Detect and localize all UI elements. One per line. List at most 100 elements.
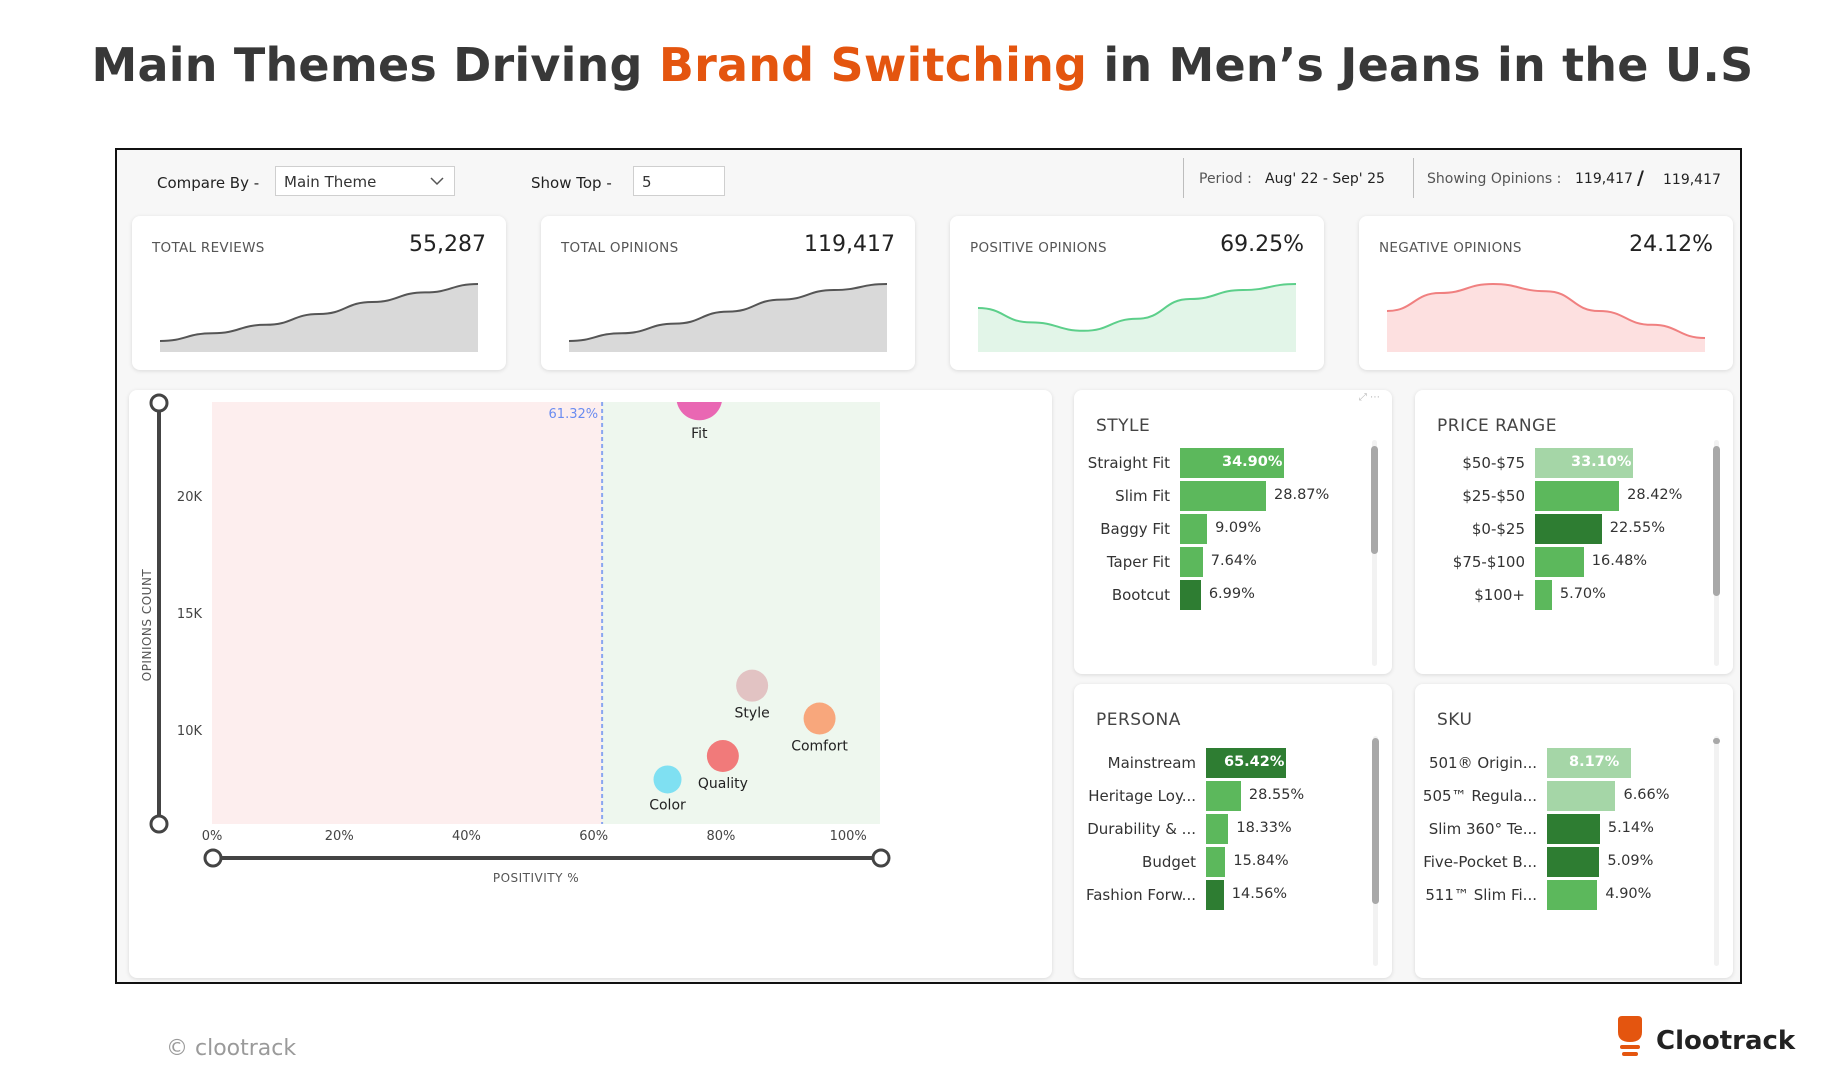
bar-value-label: 15.84% <box>1233 853 1289 869</box>
scrollbar-track[interactable] <box>1714 736 1719 966</box>
y-slider-handle-top[interactable] <box>149 393 169 413</box>
bar-row[interactable]: Fashion Forw... 14.56% <box>1074 880 1374 910</box>
bar[interactable] <box>1535 448 1633 478</box>
lightbulb-icon <box>1618 1016 1642 1056</box>
bar-row[interactable]: 511™ Slim Fi... 4.90% <box>1415 880 1715 910</box>
bubble-style[interactable] <box>736 669 769 702</box>
bar[interactable] <box>1547 748 1631 778</box>
bar[interactable] <box>1535 547 1584 577</box>
sparkline-line <box>568 283 888 342</box>
bar[interactable] <box>1206 880 1224 910</box>
x-slider-handle-right[interactable] <box>871 848 891 868</box>
bar-row[interactable]: Durability & ... 18.33% <box>1074 814 1374 844</box>
scrollbar-thumb[interactable] <box>1371 446 1378 554</box>
kpi-sparkline <box>159 283 479 352</box>
bar-row[interactable]: Slim Fit 28.87% <box>1074 481 1374 511</box>
positive-zone <box>602 402 880 824</box>
negative-zone <box>212 402 603 824</box>
bubble-color[interactable] <box>653 765 682 794</box>
kpi-value: 119,417 <box>804 232 895 257</box>
bar-value-label: 7.64% <box>1210 553 1257 569</box>
bar-category-label: Five-Pocket B... <box>1423 853 1537 871</box>
bar-category-label: Taper Fit <box>1106 553 1170 571</box>
bubble-comfort[interactable] <box>803 702 836 735</box>
bar-row[interactable]: Slim 360° Te... 5.14% <box>1415 814 1715 844</box>
compare-by-dropdown[interactable]: Main Theme <box>275 166 455 196</box>
bubble-label: Color <box>649 797 686 813</box>
y-tick-label: 20K <box>177 490 203 505</box>
y-axis-title: OPINIONS COUNT <box>140 569 154 682</box>
bar-category-label: Slim 360° Te... <box>1428 820 1537 838</box>
bar[interactable] <box>1206 847 1226 877</box>
y-slider-handle-bottom[interactable] <box>149 814 169 834</box>
expand-icon[interactable]: ⤢ ⋯ <box>1358 392 1380 403</box>
bar-value-label: 28.42% <box>1627 487 1683 503</box>
x-slider-handle-left[interactable] <box>203 848 223 868</box>
bar-category-label: 505™ Regula... <box>1422 787 1537 805</box>
bar-row[interactable]: Baggy Fit 9.09% <box>1074 514 1374 544</box>
kpi-value: 55,287 <box>409 232 486 257</box>
bar[interactable] <box>1206 814 1229 844</box>
bar-row[interactable]: Mainstream 65.42% <box>1074 748 1374 778</box>
sparkline-line <box>1386 282 1706 339</box>
bar-row[interactable]: $0-$25 22.55% <box>1415 514 1715 544</box>
bar[interactable] <box>1547 847 1600 877</box>
bar-row[interactable]: 505™ Regula... 6.66% <box>1415 781 1715 811</box>
bar-row[interactable]: Taper Fit 7.64% <box>1074 547 1374 577</box>
bar[interactable] <box>1547 814 1600 844</box>
bar-row[interactable]: $75-$100 16.48% <box>1415 547 1715 577</box>
x-tick-label: 100% <box>830 829 867 844</box>
bar-value-label: 5.09% <box>1607 853 1654 869</box>
title-post: in Men’s Jeans in the U.S <box>1087 38 1754 92</box>
scrollbar-thumb[interactable] <box>1713 446 1720 596</box>
bar[interactable] <box>1547 781 1616 811</box>
bar-row[interactable]: Heritage Loy... 28.55% <box>1074 781 1374 811</box>
kpi-label: NEGATIVE OPINIONS <box>1379 240 1522 256</box>
bar-value-label: 33.10% <box>1571 454 1632 470</box>
divider <box>1183 158 1184 198</box>
bubble-fit[interactable] <box>676 390 722 421</box>
bar[interactable] <box>1180 514 1208 544</box>
bar-category-label: Budget <box>1142 853 1196 871</box>
bar-row[interactable]: Budget 15.84% <box>1074 847 1374 877</box>
sparkline-line <box>159 283 479 342</box>
bar-value-label: 16.48% <box>1591 553 1648 569</box>
bar[interactable] <box>1535 580 1552 610</box>
bar[interactable] <box>1535 481 1620 511</box>
bar-value-label: 28.87% <box>1274 487 1330 503</box>
bar-row[interactable]: Straight Fit 34.90% <box>1074 448 1374 478</box>
bar-row[interactable]: $25-$50 28.42% <box>1415 481 1715 511</box>
show-top-input[interactable]: 5 <box>633 166 725 196</box>
bubble-quality[interactable] <box>706 740 739 773</box>
brand-name: Clootrack <box>1656 1026 1796 1056</box>
bar-row[interactable]: Bootcut 6.99% <box>1074 580 1374 610</box>
bar-category-label: Bootcut <box>1111 586 1170 604</box>
scrollbar-thumb[interactable] <box>1713 738 1720 744</box>
bar-row[interactable]: $50-$75 33.10% <box>1415 448 1715 478</box>
bar[interactable] <box>1547 880 1598 910</box>
kpi-card-negative-opinions: NEGATIVE OPINIONS 24.12% <box>1359 216 1733 370</box>
bar[interactable] <box>1535 514 1602 544</box>
price-range-panel: PRICE RANGE $50-$75 33.10% $25-$50 28.42% $0… <box>1415 390 1733 674</box>
bar[interactable] <box>1206 748 1286 778</box>
bar-row[interactable]: $100+ 5.70% <box>1415 580 1715 610</box>
showing-opinions-total: 119,417 <box>1663 172 1721 188</box>
bar-category-label: $0-$25 <box>1471 520 1525 538</box>
bar[interactable] <box>1180 547 1203 577</box>
bar-row[interactable]: Five-Pocket B... 5.09% <box>1415 847 1715 877</box>
filter-bar: Compare By - Main Theme Show Top - 5 Per… <box>117 150 1740 212</box>
bar-row[interactable]: 501® Origin... 8.17% <box>1415 748 1715 778</box>
sparkline-area <box>978 284 1296 352</box>
bar[interactable] <box>1180 580 1201 610</box>
bar[interactable] <box>1180 481 1267 511</box>
panel-title: STYLE <box>1096 416 1151 436</box>
show-top-value: 5 <box>642 173 652 191</box>
sparkline-area <box>1387 284 1705 352</box>
bar[interactable] <box>1206 781 1241 811</box>
kpi-value: 24.12% <box>1629 232 1713 257</box>
bar[interactable] <box>1180 448 1284 478</box>
bar-value-label: 6.66% <box>1623 787 1670 803</box>
scrollbar-thumb[interactable] <box>1372 738 1379 904</box>
kpi-label: TOTAL REVIEWS <box>152 240 265 256</box>
panel-title: PRICE RANGE <box>1437 416 1557 436</box>
